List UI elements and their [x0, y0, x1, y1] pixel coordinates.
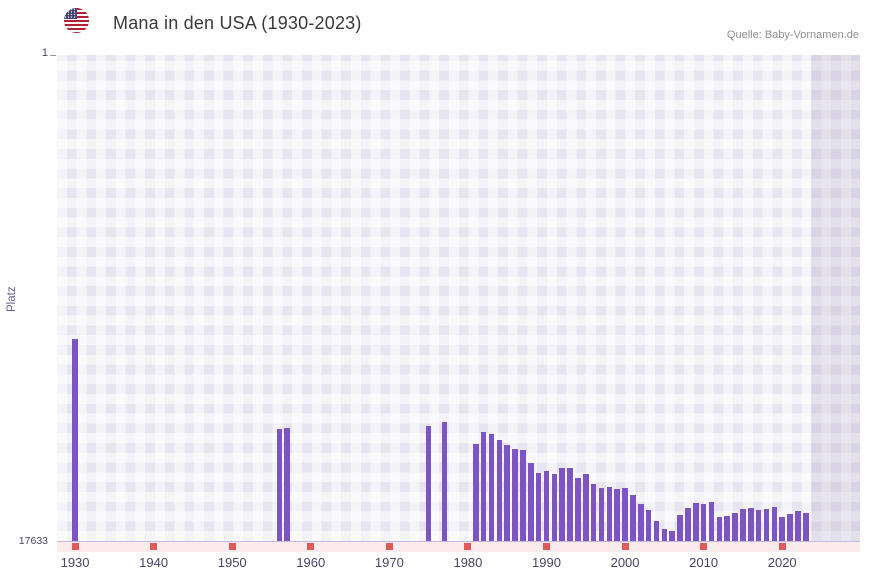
x-tick-label-1940: 1940: [139, 555, 169, 570]
bar-1930[interactable]: [72, 338, 78, 541]
y-axis-max-label: 1: [41, 47, 48, 59]
bar-1988[interactable]: [527, 462, 534, 541]
bar-2022[interactable]: [795, 511, 801, 541]
decade-marker-1930: [71, 543, 79, 550]
bar-2010[interactable]: [700, 504, 707, 541]
bar-2020[interactable]: [779, 517, 786, 541]
bar-2003[interactable]: [645, 510, 652, 541]
decade-marker-1960: [307, 543, 315, 550]
bar-2005[interactable]: [661, 529, 668, 541]
bar-1998[interactable]: [606, 487, 613, 541]
bar-2004[interactable]: [653, 521, 660, 541]
decade-marker-strip: [57, 542, 860, 552]
bar-1987[interactable]: [520, 449, 526, 541]
y-axis-tick: [50, 55, 56, 56]
bar-2021[interactable]: [787, 514, 793, 541]
decade-marker-1950: [228, 543, 236, 550]
bar-1984[interactable]: [496, 439, 503, 541]
bar-1997[interactable]: [598, 488, 605, 541]
bar-1977[interactable]: [441, 421, 448, 541]
bar-1981[interactable]: [472, 443, 479, 541]
bar-1982[interactable]: [480, 432, 487, 541]
x-tick-label-2020: 2020: [767, 555, 797, 570]
bar-1956[interactable]: [276, 428, 283, 541]
bar-2016[interactable]: [747, 508, 754, 541]
y-axis-min-label: 17633: [18, 535, 48, 547]
bar-1975[interactable]: [425, 425, 432, 541]
decade-marker-2000: [621, 543, 629, 550]
bar-1985[interactable]: [504, 444, 511, 541]
bar-2019[interactable]: [771, 507, 778, 541]
x-tick-label-1950: 1950: [217, 555, 247, 570]
bar-2009[interactable]: [692, 503, 699, 541]
decade-marker-1980: [464, 543, 472, 550]
chart-title: Mana in den USA (1930-2023): [113, 13, 362, 33]
bar-1989[interactable]: [535, 473, 542, 541]
plot-area[interactable]: [57, 55, 860, 542]
bar-1990[interactable]: [543, 470, 550, 541]
bar-2017[interactable]: [755, 510, 762, 541]
x-axis: 1930 1940 1950 1960 1970 1980 1990 2000 2010 2020: [57, 555, 860, 575]
bar-1995[interactable]: [582, 474, 589, 541]
bar-2006[interactable]: [669, 530, 676, 541]
bar-1983[interactable]: [488, 434, 495, 541]
bar-1996[interactable]: [590, 484, 597, 541]
y-axis-title: Platz: [6, 286, 18, 312]
x-tick-label-1970: 1970: [374, 555, 404, 570]
x-tick-label-2000: 2000: [610, 555, 640, 570]
no-data-band: [810, 55, 860, 541]
bar-1999[interactable]: [614, 489, 621, 541]
decade-marker-1990: [543, 543, 550, 550]
bar-2018[interactable]: [763, 509, 770, 541]
bar-2001[interactable]: [630, 495, 636, 541]
source-credit: Quelle: Baby-Vornamen.de: [726, 29, 859, 41]
decade-marker-2020: [778, 543, 786, 550]
bar-1993[interactable]: [567, 467, 573, 541]
bar-2008[interactable]: [685, 508, 691, 541]
bar-2000[interactable]: [622, 488, 628, 541]
x-tick-label-1930: 1930: [60, 555, 90, 570]
bar-1991[interactable]: [551, 474, 558, 541]
x-tick-label-1960: 1960: [296, 555, 326, 570]
bar-2002[interactable]: [637, 504, 644, 541]
bar-2011[interactable]: [708, 502, 715, 541]
bar-2014[interactable]: [732, 513, 738, 541]
bar-1986[interactable]: [512, 448, 518, 541]
decade-marker-2010: [700, 543, 708, 550]
bar-2013[interactable]: [724, 516, 731, 541]
us-flag-canton: [64, 8, 77, 19]
bar-2012[interactable]: [716, 517, 723, 541]
us-flag-icon: [64, 8, 89, 33]
bar-2015[interactable]: [740, 509, 746, 541]
bar-1992[interactable]: [559, 468, 566, 541]
decade-marker-1970: [385, 543, 393, 550]
bar-1957[interactable]: [284, 427, 291, 541]
bar-2023[interactable]: [802, 513, 809, 541]
x-tick-label-2010: 2010: [689, 555, 719, 570]
x-tick-label-1990: 1990: [532, 555, 561, 570]
bar-2007[interactable]: [677, 515, 683, 541]
bar-1994[interactable]: [575, 478, 581, 541]
x-tick-label-1980: 1980: [453, 555, 483, 570]
decade-marker-1940: [150, 543, 158, 550]
